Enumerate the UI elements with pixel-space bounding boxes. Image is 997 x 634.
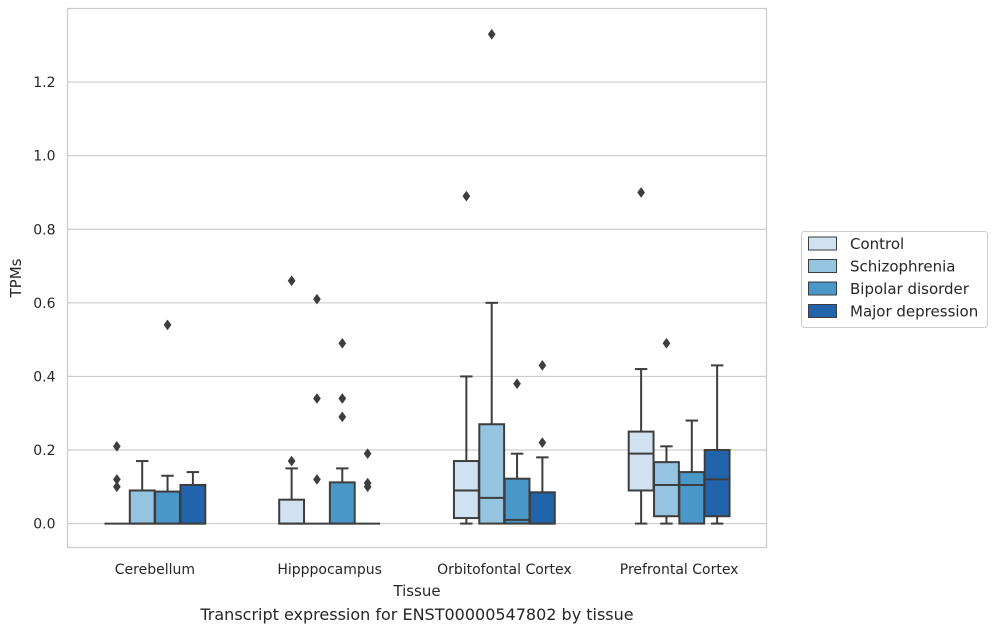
outlier-point [513,378,521,390]
x-tick-label: Cerebellum [115,562,195,578]
box-group [278,275,306,525]
outlier-point [538,437,547,449]
legend-label: Schizophrenia [850,258,955,276]
legend-swatch [808,281,837,296]
box [478,423,506,525]
outlier-point [287,275,296,287]
box [528,491,556,525]
box-group [179,471,207,525]
outlier-point [313,393,321,404]
plot-frame [66,7,768,549]
outlier-point [363,448,372,460]
legend-label: Bipolar disorder [850,280,970,298]
y-tick-label: 0.4 [33,369,55,385]
box-group [653,337,680,525]
x-tick-label: Hipppocampus [277,562,382,578]
legend-label: Control [850,235,904,253]
legend-swatch [808,259,837,273]
outlier-point [313,293,321,305]
x-tick-label: Orbitofontal Cortex [437,562,572,578]
outlier-point [538,359,547,371]
box-group [104,440,130,525]
box-group [304,293,330,525]
legend: Control Schizophrenia Bipolar disorder Majo… [801,231,988,328]
outlier-point [462,190,471,202]
outlier-point [112,481,121,493]
outlier-point [363,481,372,493]
legend-frame [801,231,988,328]
legend-swatch [808,304,837,318]
figure-caption: Transcript expression for ENST0000054780… [200,605,634,624]
outlier-point [637,187,646,198]
box-group [154,319,181,525]
box-group [355,448,381,525]
box [653,461,680,518]
box-group [678,419,706,525]
y-tick-label: 0.8 [33,222,55,238]
outlier-point [338,411,347,423]
y-tick-label: 0.2 [33,443,55,459]
y-axis-label: TPMs [7,258,25,298]
box [503,477,531,525]
y-tick-label: 0.0 [33,517,55,533]
x-axis-label: Tissue [392,582,440,600]
box [278,498,306,525]
outlier-point [338,337,347,349]
outlier-point [487,28,496,40]
box-layer [104,28,731,525]
box-group [452,190,480,525]
box-group [328,337,356,525]
legend-items: Control Schizophrenia Bipolar disorder Majo… [808,235,978,321]
box-group [627,187,655,525]
legend-swatch [808,236,837,251]
outlier-point [287,455,296,467]
box-group [503,378,531,525]
y-tick-labels: 0.0 0.2 0.4 0.6 0.8 1.0 1.2 [33,75,55,533]
x-tick-label: Prefrontal Cortex [620,562,739,578]
box [703,449,731,518]
box [328,481,356,525]
box [154,490,181,525]
box-group [528,359,556,525]
box [128,489,156,525]
legend-label: Major depression [850,303,978,321]
x-tick-labels: Cerebellum Hipppocampus Orbitofontal Corte… [115,562,739,578]
box-group [128,460,156,525]
outlier-point [662,337,671,349]
box-group [703,364,731,525]
y-tick-label: 1.2 [33,75,55,91]
y-tick-label: 1.0 [33,149,55,165]
outlier-point [112,440,121,452]
box [627,430,655,492]
box [678,471,706,525]
box-group [478,28,506,525]
outlier-point [163,319,172,331]
box [179,483,207,525]
outlier-point [338,393,347,404]
grid-layer [67,81,767,525]
y-tick-label: 0.6 [33,296,55,312]
outlier-point [313,474,321,485]
